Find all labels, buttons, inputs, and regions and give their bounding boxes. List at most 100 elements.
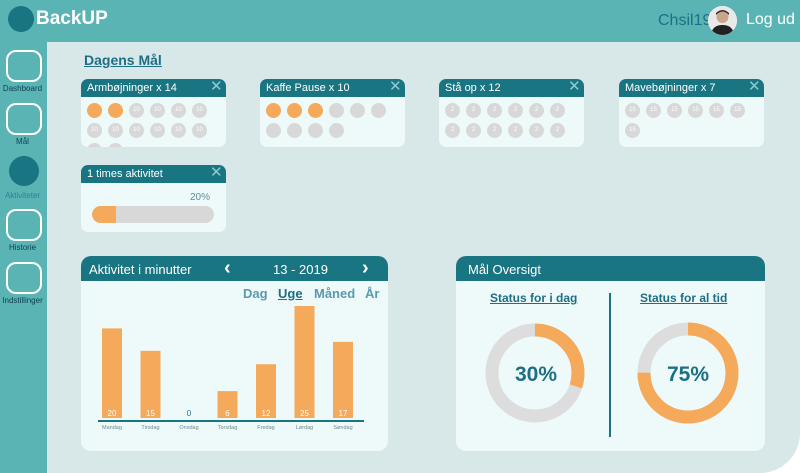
goal-dot[interactable]: 2 (529, 103, 544, 118)
progress-bar (92, 206, 214, 223)
goal-dot[interactable]: 2 (550, 123, 565, 138)
top-bar: BackUP Chsil19 Log ud (0, 0, 800, 42)
goal-dot[interactable] (287, 123, 302, 138)
goal-dot[interactable]: 10 (108, 123, 123, 138)
goal-dot[interactable] (266, 103, 281, 118)
bar-value-label: 25 (300, 409, 309, 418)
goal-dot[interactable]: 10 (171, 123, 186, 138)
goal-dot[interactable]: 10 (171, 103, 186, 118)
goal-dot[interactable]: 15 (709, 103, 724, 118)
goal-dots: 10 10 10 10 10 10 10 10 10 10 10 10 (81, 97, 226, 147)
brand-name: BackUP (36, 8, 108, 29)
goal-dot[interactable] (308, 103, 323, 118)
goal-dot[interactable]: 2 (466, 103, 481, 118)
goal-dot[interactable] (87, 103, 102, 118)
sidebar-item-label: Mål (16, 137, 29, 146)
goal-dot[interactable]: 2 (550, 103, 565, 118)
tab-uge[interactable]: Uge (278, 286, 303, 301)
goal-card-header: Mavebøjninger x 7 ✕ (619, 79, 764, 97)
goal-dot[interactable] (350, 103, 365, 118)
tab-maaned[interactable]: Måned (314, 286, 356, 301)
user-avatar-icon (708, 6, 737, 35)
bar-value-label: 6 (225, 409, 230, 418)
goal-dot[interactable]: 10 (129, 103, 144, 118)
goal-dot[interactable]: 15 (646, 103, 661, 118)
goal-dot[interactable]: 10 (150, 103, 165, 118)
goal-dot[interactable] (287, 103, 302, 118)
goal-dot[interactable]: 15 (730, 103, 745, 118)
close-icon[interactable]: ✕ (748, 79, 761, 95)
goal-dot[interactable]: 10 (87, 123, 102, 138)
goal-card-title: 1 times aktivitet (87, 168, 163, 180)
goal-dot[interactable]: 15 (625, 103, 640, 118)
close-icon[interactable]: ✕ (210, 165, 223, 181)
bar[interactable] (217, 391, 238, 418)
goal-dot[interactable]: 15 (667, 103, 682, 118)
bar[interactable] (256, 364, 276, 418)
goal-dot[interactable]: 2 (508, 103, 523, 118)
period-label: 13 - 2019 (273, 262, 328, 277)
logout-link[interactable]: Log ud (746, 11, 795, 28)
tab-aar[interactable]: År (365, 286, 380, 301)
activity-panel: Aktivitet i minutter ‹ 13 - 2019 › (81, 256, 388, 451)
goal-dot[interactable]: 2 (445, 123, 460, 138)
goal-card-header: Stå op x 12 ✕ (439, 79, 584, 97)
goal-card-title: Mavebøjninger x 7 (625, 82, 716, 94)
donut-all-time-value: 75% (667, 363, 709, 386)
tab-dag[interactable]: Dag (243, 286, 268, 301)
goal-dot[interactable] (108, 103, 123, 118)
close-icon[interactable]: ✕ (568, 79, 581, 95)
sidebar-item-aktiviteter[interactable]: Aktiviteter (0, 156, 47, 200)
close-icon[interactable]: ✕ (210, 79, 223, 95)
chevron-right-icon[interactable]: › (362, 257, 369, 279)
status-all-time-label[interactable]: Status for al tid (640, 291, 728, 305)
bar[interactable] (102, 328, 122, 418)
goal-card-pushups: Armbøjninger x 14 ✕ 10 10 10 10 10 10 10 10 10 10… (81, 79, 226, 147)
goal-dot[interactable]: 10 (150, 123, 165, 138)
sidebar-item-maal[interactable]: Mål (0, 103, 47, 146)
goal-dot[interactable]: 10 (129, 123, 144, 138)
goal-dot[interactable] (329, 103, 344, 118)
goal-dot[interactable]: 10 (192, 123, 207, 138)
goal-card-header: 1 times aktivitet ✕ (81, 165, 226, 183)
goal-dot[interactable] (371, 103, 386, 118)
goal-dot[interactable]: 2 (487, 103, 502, 118)
goal-dot[interactable]: 2 (445, 103, 460, 118)
goal-dot[interactable]: 15 (625, 123, 640, 138)
status-today-label[interactable]: Status for i dag (490, 291, 578, 305)
goal-dot[interactable]: 2 (487, 123, 502, 138)
sidebar-item-indstillinger[interactable]: Indstillinger (0, 262, 47, 305)
sidebar-item-historie[interactable]: Historie (0, 209, 47, 252)
sidebar-item-dashboard[interactable]: Dashboard (0, 50, 47, 93)
goal-dot[interactable] (329, 123, 344, 138)
goal-card-title: Stå op x 12 (445, 82, 501, 94)
goal-dot[interactable]: 2 (508, 123, 523, 138)
goal-dot[interactable]: 10 (87, 143, 102, 147)
dashboard-icon (5, 50, 42, 82)
bar[interactable] (140, 350, 161, 418)
goal-dot[interactable]: 10 (192, 103, 207, 118)
username[interactable]: Chsil19 (658, 12, 712, 29)
chevron-left-icon[interactable]: ‹ (224, 257, 231, 279)
category-label: Fredag (257, 425, 274, 431)
bar-value-label: 20 (108, 409, 117, 418)
brand-logo (8, 6, 34, 32)
goal-dot[interactable] (308, 123, 323, 138)
bar[interactable] (294, 306, 315, 418)
goal-dot[interactable]: 15 (688, 103, 703, 118)
goal-dot[interactable] (266, 123, 281, 138)
goal-dot[interactable]: 2 (466, 123, 481, 138)
settings-icon (5, 262, 42, 294)
goal-dot[interactable]: 2 (529, 123, 544, 138)
progress-fill (92, 206, 117, 223)
goal-dots: 15 15 15 15 15 15 15 (619, 97, 764, 143)
avatar[interactable] (708, 6, 737, 35)
goal-dot[interactable]: 10 (108, 143, 123, 147)
sidebar-item-label: Aktiviteter (4, 191, 41, 200)
close-icon[interactable]: ✕ (389, 79, 402, 95)
bar[interactable] (333, 341, 353, 418)
sidebar: Dashboard Mål Aktiviteter Historie Indst… (0, 42, 47, 473)
activity-panel-header: Aktivitet i minutter ‹ 13 - 2019 › (81, 256, 388, 281)
